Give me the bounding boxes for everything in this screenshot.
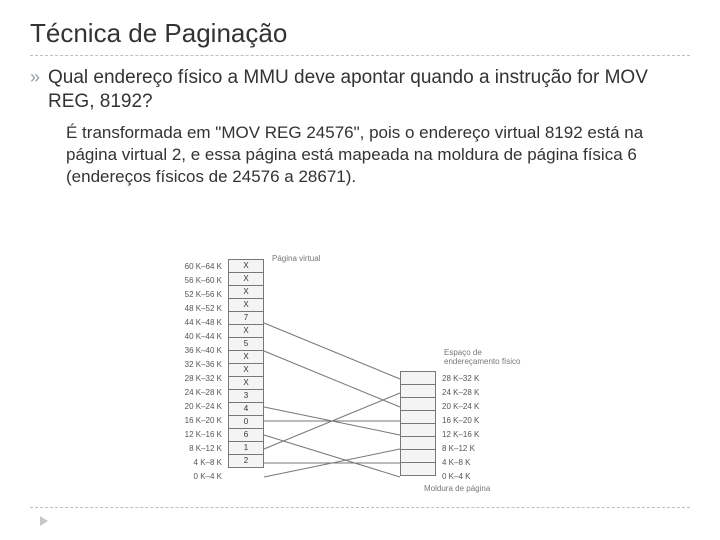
title-divider bbox=[30, 55, 690, 56]
virtual-range: 8 K–12 K bbox=[170, 442, 226, 456]
question-row: » Qual endereço físico a MMU deve aponta… bbox=[30, 66, 690, 114]
physical-range: 0 K–4 K bbox=[438, 470, 494, 484]
virtual-range: 48 K–52 K bbox=[170, 302, 226, 316]
virtual-page-entry: 0 bbox=[228, 415, 264, 429]
virtual-page-entry: X bbox=[228, 298, 264, 312]
physical-range: 8 K–12 K bbox=[438, 442, 494, 456]
virtual-range: 20 K–24 K bbox=[170, 400, 226, 414]
physical-frame bbox=[400, 462, 436, 476]
virtual-page-entry: 1 bbox=[228, 441, 264, 455]
physical-frame bbox=[400, 410, 436, 424]
virtual-range: 56 K–60 K bbox=[170, 274, 226, 288]
virtual-range: 28 K–32 K bbox=[170, 372, 226, 386]
physical-frame bbox=[400, 449, 436, 463]
virtual-page-entry: 6 bbox=[228, 428, 264, 442]
bullet-icon: » bbox=[30, 66, 40, 88]
caption-physical: Espaço de endereçamento físico bbox=[444, 348, 534, 366]
physical-range: 12 K–16 K bbox=[438, 428, 494, 442]
virtual-page-entry: 7 bbox=[228, 311, 264, 325]
footer-triangle-icon bbox=[40, 516, 48, 526]
physical-frames bbox=[400, 372, 436, 476]
virtual-range: 44 K–48 K bbox=[170, 316, 226, 330]
physical-range: 24 K–28 K bbox=[438, 386, 494, 400]
virtual-page-entry: X bbox=[228, 272, 264, 286]
virtual-range: 12 K–16 K bbox=[170, 428, 226, 442]
physical-range: 28 K–32 K bbox=[438, 372, 494, 386]
virtual-range: 0 K–4 K bbox=[170, 470, 226, 484]
virtual-page-entry: X bbox=[228, 376, 264, 390]
virtual-range: 60 K–64 K bbox=[170, 260, 226, 274]
caption-virtual: Página virtual bbox=[272, 254, 320, 263]
answer-text: É transformada em "MOV REG 24576", pois … bbox=[66, 122, 690, 188]
physical-range: 4 K–8 K bbox=[438, 456, 494, 470]
virtual-range: 24 K–28 K bbox=[170, 386, 226, 400]
virtual-range: 32 K–36 K bbox=[170, 358, 226, 372]
question-text: Qual endereço físico a MMU deve apontar … bbox=[48, 66, 690, 114]
virtual-page-entry: 4 bbox=[228, 402, 264, 416]
footer-divider bbox=[30, 507, 690, 508]
physical-frame bbox=[400, 371, 436, 385]
virtual-range: 52 K–56 K bbox=[170, 288, 226, 302]
paging-diagram: Página virtual Espaço de endereçamento f… bbox=[170, 260, 570, 510]
page-title: Técnica de Paginação bbox=[30, 18, 690, 49]
virtual-page-entry: X bbox=[228, 259, 264, 273]
virtual-range: 40 K–44 K bbox=[170, 330, 226, 344]
virtual-range: 4 K–8 K bbox=[170, 456, 226, 470]
physical-frame bbox=[400, 436, 436, 450]
virtual-range: 16 K–20 K bbox=[170, 414, 226, 428]
virtual-range: 36 K–40 K bbox=[170, 344, 226, 358]
virtual-page-entry: X bbox=[228, 350, 264, 364]
physical-frame bbox=[400, 397, 436, 411]
virtual-page-entry: X bbox=[228, 285, 264, 299]
virtual-range-labels: 0 K–4 K4 K–8 K8 K–12 K12 K–16 K16 K–20 K… bbox=[170, 260, 226, 484]
virtual-page-entry: 3 bbox=[228, 389, 264, 403]
virtual-page-table: 216043XXX5X7XXXX bbox=[228, 260, 264, 468]
physical-frame bbox=[400, 384, 436, 398]
physical-frame bbox=[400, 423, 436, 437]
virtual-page-entry: X bbox=[228, 324, 264, 338]
virtual-page-entry: 2 bbox=[228, 454, 264, 468]
virtual-page-entry: 5 bbox=[228, 337, 264, 351]
caption-moldura: Moldura de página bbox=[424, 484, 490, 493]
physical-range-labels: 0 K–4 K4 K–8 K8 K–12 K12 K–16 K16 K–20 K… bbox=[438, 372, 494, 484]
physical-range: 20 K–24 K bbox=[438, 400, 494, 414]
virtual-page-entry: X bbox=[228, 363, 264, 377]
physical-range: 16 K–20 K bbox=[438, 414, 494, 428]
